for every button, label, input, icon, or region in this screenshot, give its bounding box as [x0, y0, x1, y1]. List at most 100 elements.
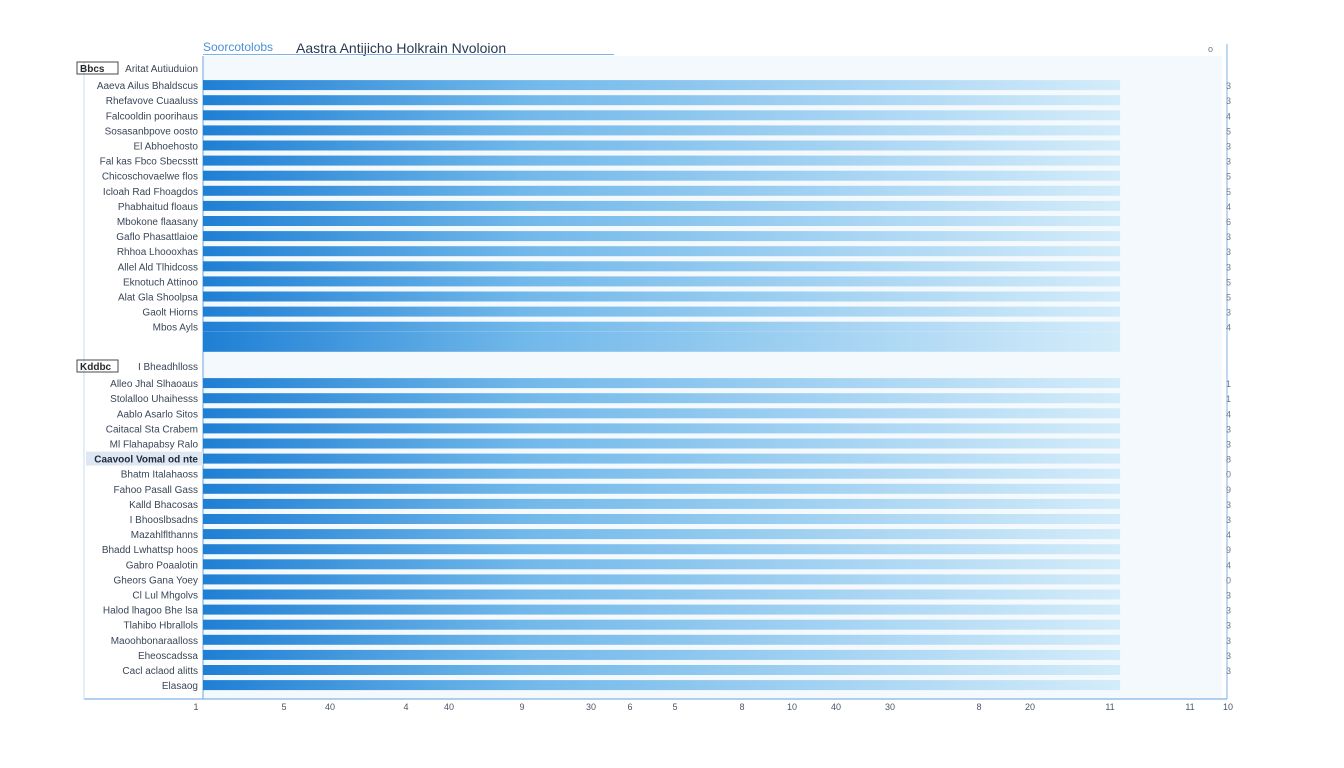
category-label: Cl Lul Mhgolvs [132, 591, 198, 602]
bar [203, 306, 1121, 317]
bar [203, 438, 1121, 449]
end-label: 9 [1226, 545, 1231, 555]
end-label: 3 [1226, 440, 1231, 450]
bar [203, 453, 1121, 464]
x-tick-label: 11 [1105, 702, 1114, 712]
category-label: Allel Ald Tlhidcoss [118, 262, 198, 273]
bar [203, 246, 1121, 257]
x-tick-label: 40 [444, 702, 454, 712]
x-tick-label: 20 [1025, 702, 1035, 712]
bar [203, 378, 1121, 389]
category-label: Phabhaitud floaus [118, 202, 198, 213]
category-label: Mbos Ayls [153, 323, 198, 334]
bar [203, 559, 1121, 570]
category-label: I Bhooslbsadns [130, 515, 198, 526]
end-label: 3 [1226, 308, 1231, 318]
category-label: Eheoscadssa [138, 651, 198, 662]
end-label: 3 [1226, 424, 1231, 434]
x-tick-label: 10 [1223, 702, 1233, 712]
category-label: Rhhoa Lhoooxhas [117, 247, 198, 258]
x-tick-label: 11 [1185, 702, 1194, 712]
category-label: Rhefavove Cuaaluss [106, 96, 198, 107]
end-label: 6 [1226, 217, 1231, 227]
x-tick-label: 5 [672, 702, 677, 712]
category-label: Chicoschovaelwe flos [102, 172, 198, 183]
category-label: Bhadd Lwhattsp hoos [102, 545, 198, 556]
bar [203, 423, 1121, 434]
bar [203, 665, 1121, 675]
x-tick-label: 6 [627, 702, 632, 712]
bar [203, 185, 1121, 196]
x-tick-label: 5 [281, 702, 286, 712]
category-label: Aablo Asarlo Sitos [117, 409, 198, 420]
group-header: Bbcs [80, 64, 105, 75]
chart-title: Aastra Antijicho Holkrain Nvoloion [296, 40, 507, 56]
bar [203, 321, 1121, 332]
end-label: 5 [1226, 277, 1231, 287]
end-label: 3 [1226, 96, 1231, 106]
category-label: Mazahlflthanns [131, 530, 198, 541]
end-label: 3 [1226, 666, 1231, 676]
x-tick-label: 9 [519, 702, 524, 712]
corner-mark: o [1208, 44, 1214, 54]
end-label: 3 [1226, 591, 1231, 601]
bar [203, 514, 1121, 524]
category-label: Caitacal Sta Crabem [106, 424, 198, 435]
category-label: Alat Gla Shoolpsa [118, 293, 198, 304]
category-label: Ml Flahapabsy Ralo [110, 440, 199, 451]
highlight-band [86, 451, 203, 466]
end-label: 3 [1226, 621, 1231, 631]
title-underline [203, 54, 614, 55]
end-label: 3 [1226, 142, 1231, 152]
end-label: 4 [1226, 202, 1231, 212]
end-label: 1 [1226, 394, 1231, 404]
bar [203, 170, 1121, 181]
x-tick-label: 8 [976, 702, 981, 712]
plot-area [203, 56, 1222, 699]
category-label: Halod lhagoo Bhe lsa [103, 606, 199, 617]
bar [203, 393, 1121, 404]
bar [203, 498, 1121, 509]
bar [203, 529, 1121, 540]
bar [203, 261, 1121, 272]
end-label: 9 [1226, 485, 1231, 495]
x-tick-label: 8 [739, 702, 744, 712]
group-header: Kddbc [80, 362, 112, 373]
category-label: Falcooldin poorihaus [106, 111, 198, 122]
bar [203, 483, 1121, 494]
category-label: Mbokone flaasany [117, 217, 198, 228]
category-label: Sosasanbpove oosto [105, 126, 199, 137]
bar [203, 125, 1121, 136]
bar [203, 468, 1121, 479]
bar [203, 200, 1121, 211]
end-label: 3 [1226, 500, 1231, 510]
bar [203, 680, 1121, 691]
end-label: 3 [1226, 651, 1231, 661]
end-label: 5 [1226, 293, 1231, 303]
bar [203, 544, 1121, 555]
category-label: Eknotuch Attinoo [123, 277, 198, 288]
category-label: El Abhoehosto [134, 142, 199, 153]
category-label: Stolalloo Uhaihesss [110, 394, 198, 405]
category-label: Gaolt Hiorns [142, 308, 198, 319]
end-label: 3 [1226, 81, 1231, 91]
x-tick-label: 40 [325, 702, 335, 712]
tab-label[interactable]: Soorcotolobs [203, 40, 274, 54]
bar [203, 155, 1121, 166]
bar [203, 408, 1121, 419]
x-tick-label: 30 [885, 702, 895, 712]
end-label: 4 [1226, 323, 1231, 333]
category-label: Maoohbonaraalloss [111, 636, 198, 647]
bar [203, 216, 1121, 226]
x-tick-label: 40 [831, 702, 841, 712]
end-label: 0 [1226, 470, 1231, 480]
x-tick-label: 4 [403, 702, 408, 712]
bar [203, 649, 1121, 660]
group-header-box [76, 359, 119, 373]
category-label: Elasaog [162, 681, 198, 692]
category-label: Icloah Rad Fhoagdos [103, 187, 198, 198]
category-label: Gaflo Phasattlaioe [116, 232, 198, 243]
category-label: Fahoo Pasall Gass [114, 485, 199, 496]
category-label: Alleo Jhal Slhaoaus [110, 379, 198, 390]
